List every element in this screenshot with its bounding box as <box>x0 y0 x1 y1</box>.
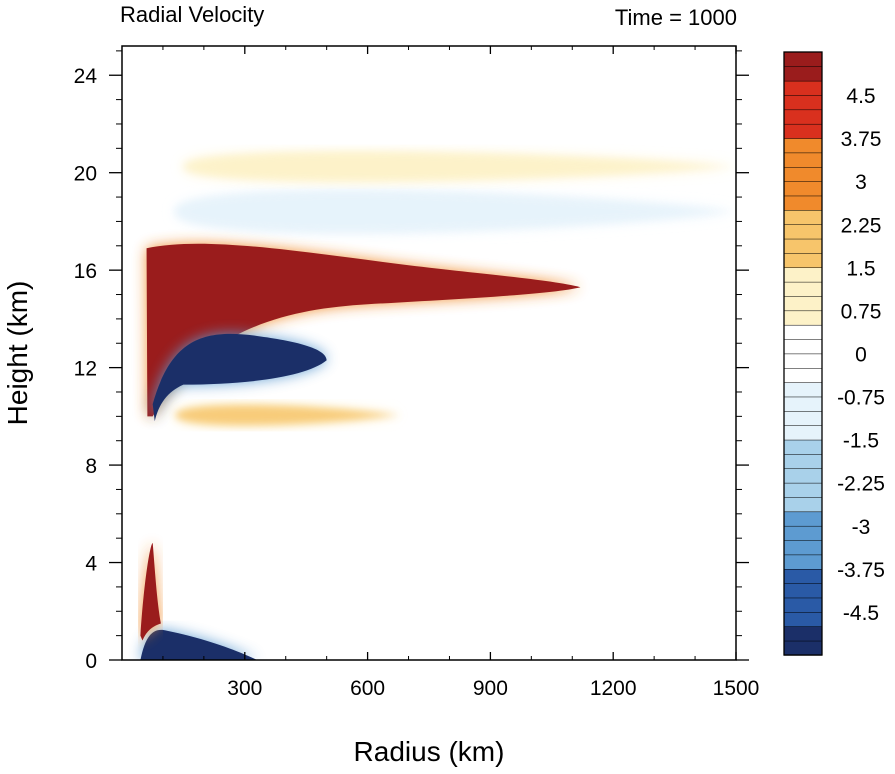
field-feature <box>146 243 581 417</box>
colorbar-swatch <box>783 109 823 125</box>
chart-title-right: Time = 1000 <box>615 5 737 30</box>
colorbar-label: 3.75 <box>841 128 882 151</box>
field-feature <box>140 543 161 641</box>
colorbar-swatch <box>783 640 823 656</box>
colorbar-label: -0.75 <box>837 387 885 410</box>
colorbar-swatch <box>783 511 823 527</box>
colorbar-swatch <box>783 51 823 68</box>
colorbar-swatch <box>783 152 823 168</box>
colorbar-swatch <box>783 224 823 240</box>
colorbar-swatch <box>783 267 823 283</box>
colorbar-swatch <box>783 310 823 326</box>
colorbar-swatch <box>783 597 823 613</box>
colorbar-swatch <box>783 209 823 225</box>
field-feature <box>183 152 736 181</box>
colorbar-swatch <box>783 66 823 82</box>
y-axis-label: Height (km) <box>2 281 33 426</box>
field-feature <box>140 629 258 660</box>
colorbar-swatch <box>783 496 823 513</box>
colorbar-swatch <box>783 439 823 455</box>
x-tick-label: 1500 <box>713 677 760 700</box>
colorbar-label: -3.75 <box>837 559 885 582</box>
colorbar-swatch <box>783 137 823 154</box>
colorbar-label: 0 <box>855 344 867 367</box>
colorbar-label: 3 <box>855 171 867 194</box>
colorbar-swatch <box>783 468 823 484</box>
colorbar-frame <box>783 51 823 656</box>
colorbar-swatch <box>783 525 823 541</box>
colorbar-swatch <box>783 123 823 139</box>
colorbar-swatch <box>783 195 823 211</box>
x-tick-label: 900 <box>473 677 508 700</box>
y-tick-label: 12 <box>74 358 97 381</box>
y-tick-label: 16 <box>74 260 97 283</box>
colorbar-swatch <box>783 166 823 182</box>
colorbar-swatch <box>783 611 823 627</box>
x-tick-label: 300 <box>227 677 262 700</box>
colorbar-swatch <box>783 367 823 383</box>
y-tick-label: 24 <box>74 65 98 88</box>
plot-frame <box>121 45 737 661</box>
colorbar-swatch <box>783 539 823 556</box>
colorbar-swatch <box>783 353 823 369</box>
colorbar-swatch <box>783 252 823 269</box>
colorbar-label: 4.5 <box>846 85 875 108</box>
axes: 300 600 900 1200 1500 0 4 8 12 16 20 24 <box>74 46 760 700</box>
colorbar-swatch <box>783 453 823 470</box>
colorbar-swatch <box>783 338 823 355</box>
colorbar-swatch <box>783 396 823 412</box>
chart-title-left: Radial Velocity <box>120 2 264 27</box>
colorbar-label: 2.25 <box>841 214 882 237</box>
x-axis-label: Radius (km) <box>354 736 505 767</box>
colorbar-swatch <box>783 626 823 642</box>
colorbar-swatch <box>783 482 823 498</box>
colorbar-swatch <box>783 295 823 312</box>
colorbar-swatch <box>783 281 823 297</box>
colorbar-swatch <box>783 425 823 441</box>
colorbar-label: -2.25 <box>837 473 885 496</box>
colorbar-label: 0.75 <box>841 300 882 323</box>
colorbar: 4.5 3.75 3 2.25 1.5 0.75 0 -0.75 -1.5 -2.25 -3 -3.7… <box>783 51 885 656</box>
heatmap-field <box>122 46 736 660</box>
colorbar-swatch <box>783 410 823 426</box>
colorbar-swatch <box>783 324 823 340</box>
colorbar-swatch <box>783 238 823 254</box>
colorbar-swatch <box>783 582 823 599</box>
x-tick-label: 1200 <box>590 677 637 700</box>
field-feature <box>152 333 327 422</box>
colorbar-swatch <box>783 381 823 398</box>
colorbar-label: -3 <box>852 516 871 539</box>
colorbar-swatch <box>783 568 823 584</box>
y-tick-label: 8 <box>85 455 97 478</box>
field-feature <box>175 405 401 426</box>
colorbar-label: -1.5 <box>843 430 879 453</box>
y-tick-label: 20 <box>74 163 97 186</box>
colorbar-swatch <box>783 554 823 570</box>
x-tick-label: 600 <box>350 677 385 700</box>
colorbar-label: 1.5 <box>846 257 875 280</box>
colorbar-swatch <box>783 180 823 197</box>
field-feature <box>175 191 736 232</box>
colorbar-swatch <box>783 94 823 111</box>
colorbar-swatch <box>783 80 823 96</box>
y-tick-label: 0 <box>85 650 97 673</box>
colorbar-label: -4.5 <box>843 602 879 625</box>
y-tick-label: 4 <box>85 553 97 576</box>
